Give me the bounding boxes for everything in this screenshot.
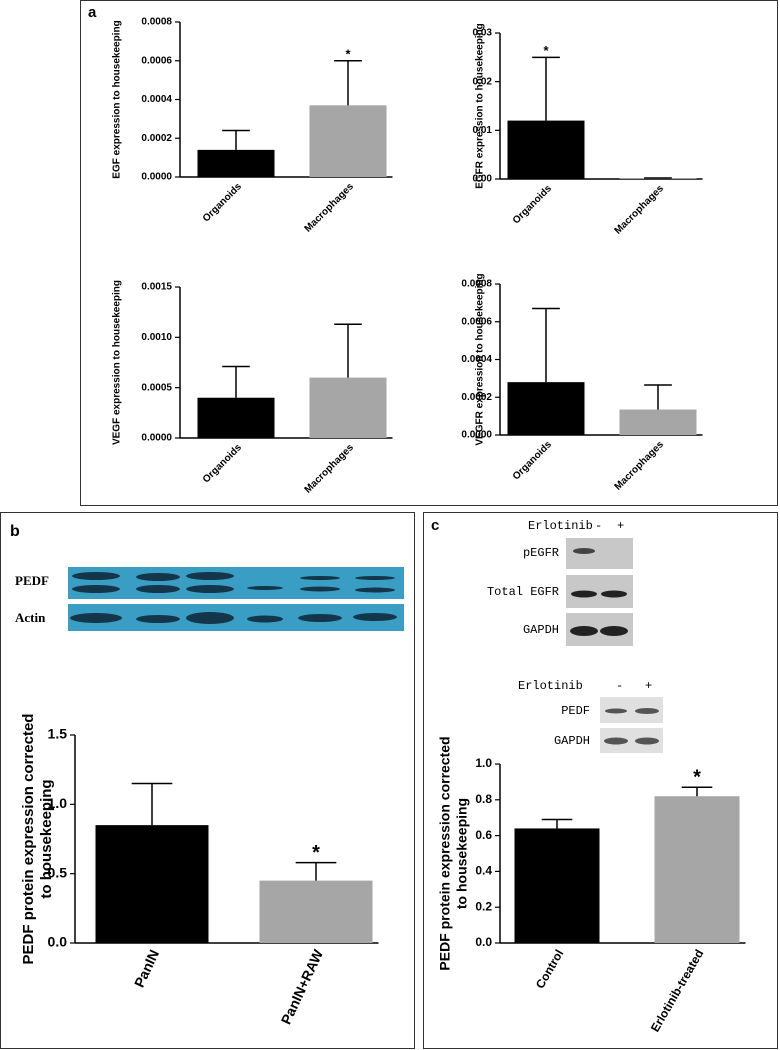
x-tick-label: Organoids — [511, 183, 554, 226]
x-tick-label: Organoids — [201, 181, 244, 224]
x-tick-label: PanIN+RAW — [278, 946, 327, 1026]
x-tick-label: Organoids — [201, 442, 244, 485]
bar — [507, 382, 585, 435]
x-tick-label: Macrophages — [303, 181, 357, 235]
significance-label: * — [693, 767, 701, 789]
bar — [514, 828, 600, 943]
y-tick-label: 0.0004 — [461, 354, 492, 365]
blot-b: PEDF Actin — [15, 567, 404, 631]
bar — [197, 149, 275, 177]
y-axis-label: to housekeeping — [454, 798, 470, 909]
blot-strip — [68, 604, 404, 631]
blot-c-bottom: Erlotinib - + PEDF GAPDH — [518, 679, 663, 753]
y-tick-label: 0.0 — [475, 935, 492, 949]
y-axis-label: to housekeeping — [38, 779, 55, 898]
y-tick-label: 0.0006 — [461, 316, 492, 327]
panel-c-frame — [423, 512, 778, 1049]
panel-label: b — [10, 523, 20, 540]
y-tick-label: 0.00 — [473, 174, 493, 185]
bar — [197, 397, 275, 438]
blot-header: Erlotinib — [518, 679, 583, 693]
y-axis-label: VEGFR expression to housekeeping — [475, 273, 486, 445]
y-tick-label: 0.01 — [473, 125, 493, 136]
y-tick-label: 0.0 — [48, 934, 68, 950]
y-tick-label: 0.0000 — [141, 172, 172, 183]
blot-strip — [68, 567, 404, 599]
y-tick-label: 0.0010 — [141, 332, 172, 343]
y-tick-label: 0.0000 — [141, 433, 172, 444]
bands — [70, 572, 397, 624]
y-tick-label: 0.8 — [475, 792, 492, 806]
y-axis-label: VEGF expression to housekeeping — [112, 280, 123, 445]
blot-row-label: pEGFR — [523, 546, 559, 560]
y-tick-label: 0.0002 — [461, 392, 492, 403]
blot-c-top: Erlotinib - + pEGFR Total EGFR GAPDH — [487, 519, 633, 646]
y-axis-label: EGF expression to housekeeping — [112, 20, 123, 178]
panel-label: c — [431, 517, 439, 534]
y-tick-label: 0.2 — [475, 899, 492, 913]
y-tick-label: 0.0000 — [461, 430, 492, 441]
y-tick-label: 0.0005 — [141, 382, 172, 393]
x-tick-label: Macrophages — [613, 183, 667, 237]
y-tick-label: 0.4 — [475, 864, 492, 878]
significance-label: * — [312, 842, 320, 864]
lane-label: + — [617, 519, 624, 533]
x-tick-label: Control — [533, 947, 566, 991]
y-tick-label: 0.0006 — [141, 55, 172, 66]
y-tick-label: 0.02 — [473, 76, 493, 87]
blot-header: Erlotinib — [528, 519, 593, 533]
significance-label: * — [543, 43, 549, 58]
y-tick-label: 0.0002 — [141, 133, 172, 144]
blot-row-label: GAPDH — [554, 734, 590, 748]
y-tick-label: 0.03 — [473, 28, 493, 39]
panel-b-frame — [0, 512, 415, 1049]
bar — [507, 120, 585, 179]
y-axis-label: PEDF protein expression corrected — [20, 714, 37, 965]
y-tick-label: 0.0004 — [141, 94, 172, 105]
bands — [604, 708, 659, 745]
y-tick-label: 1.5 — [48, 726, 68, 742]
x-tick-label: PanIN — [131, 947, 162, 990]
x-tick-label: Macrophages — [303, 442, 357, 496]
bar — [259, 880, 373, 943]
x-tick-label: Organoids — [511, 439, 554, 482]
lane-label: + — [645, 679, 652, 693]
panel-a-frame — [80, 0, 778, 506]
y-tick-label: 0.0015 — [141, 282, 172, 293]
blot-row-label: GAPDH — [523, 623, 559, 637]
y-tick-label: 0.5 — [48, 864, 68, 880]
panel-label: a — [88, 4, 97, 21]
x-tick-label: Erlotinib-treated — [648, 947, 706, 1034]
significance-label: * — [345, 46, 351, 61]
blot-row-label: PEDF — [561, 704, 590, 718]
blot-row-label: PEDF — [15, 573, 49, 588]
blot-row-label: Actin — [15, 610, 46, 625]
lane-label: - — [616, 679, 623, 693]
x-tick-label: Macrophages — [613, 439, 667, 493]
bar — [95, 825, 209, 943]
bar — [654, 796, 740, 943]
y-tick-label: 1.0 — [475, 756, 492, 770]
y-tick-label: 0.0008 — [141, 17, 172, 28]
y-axis-label: PEDF protein expression corrected — [437, 736, 453, 970]
bar — [309, 105, 387, 177]
y-tick-label: 1.0 — [48, 795, 68, 811]
bar — [309, 377, 387, 438]
blot-row-label: Total EGFR — [487, 585, 559, 599]
y-tick-label: 0.6 — [475, 828, 492, 842]
bands — [570, 548, 628, 636]
gel-row — [566, 538, 633, 569]
bar — [619, 409, 697, 435]
lane-label: - — [595, 519, 602, 533]
y-axis-label: EGFR expression to housekeeping — [475, 23, 486, 189]
y-tick-label: 0.0008 — [461, 279, 492, 290]
